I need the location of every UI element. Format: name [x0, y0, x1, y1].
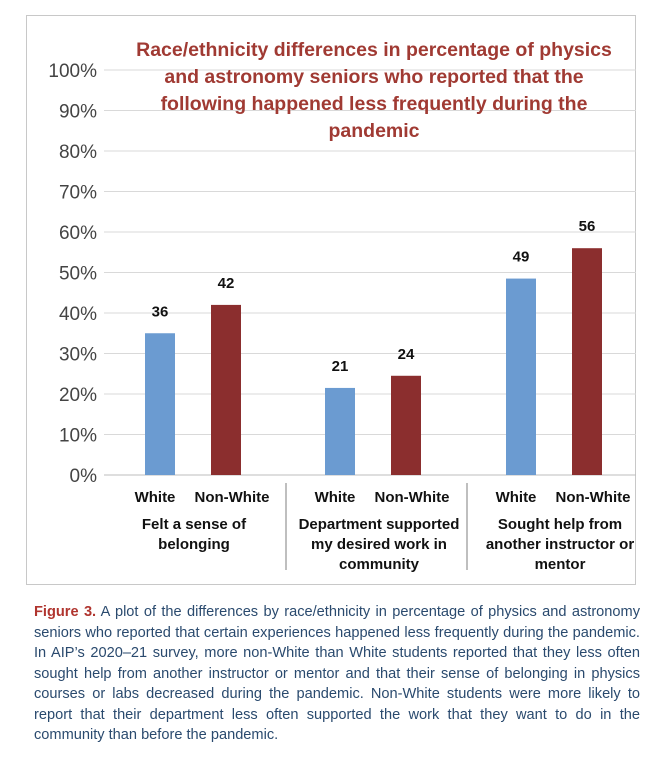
y-tick-label: 100% [48, 61, 97, 82]
category-label: my desired work in [311, 536, 447, 553]
category-label: Sought help from [498, 516, 622, 533]
y-tick-label: 10% [59, 426, 97, 447]
y-tick-label: 0% [70, 466, 98, 487]
bar [145, 333, 175, 475]
series-tick-label: Non-White [195, 489, 270, 506]
bar [572, 248, 602, 475]
category-label: another instructor or [486, 536, 635, 553]
y-tick-label: 50% [59, 264, 97, 285]
y-tick-label: 60% [59, 223, 97, 244]
caption-text: A plot of the differences by race/ethnic… [34, 604, 640, 743]
y-tick-label: 80% [59, 142, 97, 163]
data-label: 36 [152, 303, 169, 320]
category-label: mentor [535, 556, 586, 573]
chart-title: Race/ethnicity differences in percentage… [136, 39, 612, 61]
category-label: Felt a sense of [142, 516, 247, 533]
series-tick-label: White [135, 489, 176, 506]
bar [506, 278, 536, 475]
series-tick-label: White [315, 489, 356, 506]
bar [391, 375, 421, 475]
figure-caption: Figure 3. A plot of the differences by r… [34, 602, 640, 746]
chart-title: and astronomy seniors who reported that … [164, 66, 583, 88]
data-label: 42 [218, 275, 235, 292]
y-tick-label: 30% [59, 345, 97, 366]
data-label: 21 [332, 358, 349, 375]
series-tick-label: Non-White [375, 489, 450, 506]
figure-label: Figure 3. [34, 604, 97, 620]
chart-title: following happened less frequently durin… [161, 93, 588, 115]
series-tick-label: Non-White [556, 489, 631, 506]
category-label: Department supported [299, 516, 460, 533]
chart-title: pandemic [328, 120, 419, 142]
data-label: 56 [579, 218, 596, 235]
y-tick-label: 40% [59, 304, 97, 325]
bar [211, 304, 241, 475]
y-tick-label: 20% [59, 385, 97, 406]
bar-chart: 0% 10% 20% 30% 40% 50% 60% 70% 80% 90% 100% Race/et… [48, 39, 636, 573]
data-label: 24 [398, 346, 415, 363]
series-tick-label: White [496, 489, 537, 506]
y-tick-label: 90% [59, 102, 97, 123]
data-label: 49 [513, 249, 530, 266]
y-tick-label: 70% [59, 183, 97, 204]
category-label: community [339, 556, 420, 573]
bar [325, 387, 355, 475]
category-label: belonging [158, 536, 230, 553]
